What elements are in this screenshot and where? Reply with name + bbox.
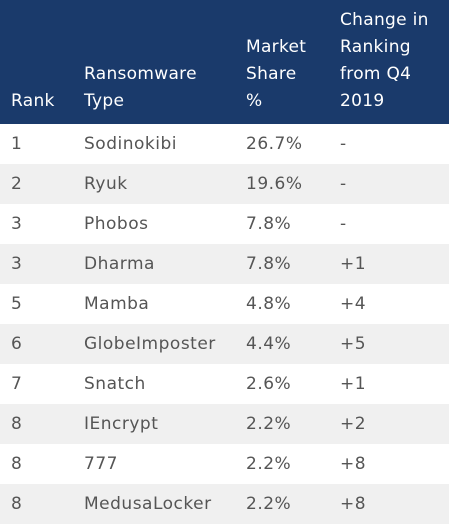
cell-market-share: 2.2% bbox=[246, 484, 340, 524]
table-row: 3 Phobos 7.8% - bbox=[0, 204, 449, 244]
cell-ransomware-type: IEncrypt bbox=[84, 404, 246, 444]
cell-ransomware-type: MedusaLocker bbox=[84, 484, 246, 524]
header-market-share: Market Share % bbox=[246, 0, 340, 124]
table-row: 8 777 2.2% +8 bbox=[0, 444, 449, 484]
cell-market-share: 4.4% bbox=[246, 324, 340, 364]
table-row: 6 GlobeImposter 4.4% +5 bbox=[0, 324, 449, 364]
header-change-in-ranking: Change in Ranking from Q4 2019 bbox=[340, 0, 449, 124]
cell-ranking-change: +8 bbox=[340, 484, 449, 524]
cell-rank: 8 bbox=[0, 404, 84, 444]
header-type-line: Type bbox=[84, 91, 125, 111]
cell-ranking-change: +2 bbox=[340, 404, 449, 444]
cell-ransomware-type: 777 bbox=[84, 444, 246, 484]
table-row: 2 Ryuk 19.6% - bbox=[0, 164, 449, 204]
cell-market-share: 4.8% bbox=[246, 284, 340, 324]
cell-rank: 1 bbox=[0, 124, 84, 164]
cell-market-share: 2.6% bbox=[246, 364, 340, 404]
header-change-line: 2019 bbox=[340, 91, 385, 111]
cell-market-share: 19.6% bbox=[246, 164, 340, 204]
cell-ransomware-type: GlobeImposter bbox=[84, 324, 246, 364]
header-rank-line: Rank bbox=[11, 91, 55, 111]
table-row: 1 Sodinokibi 26.7% - bbox=[0, 124, 449, 164]
cell-market-share: 26.7% bbox=[246, 124, 340, 164]
header-share-line: Share bbox=[246, 64, 297, 84]
cell-market-share: 7.8% bbox=[246, 244, 340, 284]
cell-ransomware-type: Sodinokibi bbox=[84, 124, 246, 164]
table-row: 7 Snatch 2.6% +1 bbox=[0, 364, 449, 404]
table-row: 3 Dharma 7.8% +1 bbox=[0, 244, 449, 284]
cell-ranking-change: - bbox=[340, 164, 449, 204]
cell-rank: 8 bbox=[0, 444, 84, 484]
cell-rank: 6 bbox=[0, 324, 84, 364]
cell-ransomware-type: Snatch bbox=[84, 364, 246, 404]
cell-market-share: 2.2% bbox=[246, 444, 340, 484]
cell-rank: 3 bbox=[0, 244, 84, 284]
cell-ransomware-type: Ryuk bbox=[84, 164, 246, 204]
cell-rank: 3 bbox=[0, 204, 84, 244]
cell-ranking-change: - bbox=[340, 204, 449, 244]
cell-ranking-change: +8 bbox=[340, 444, 449, 484]
header-change-line: Ranking bbox=[340, 37, 411, 57]
table-row: 8 IEncrypt 2.2% +2 bbox=[0, 404, 449, 444]
table-row: 8 MedusaLocker 2.2% +8 bbox=[0, 484, 449, 524]
cell-ransomware-type: Mamba bbox=[84, 284, 246, 324]
cell-ransomware-type: Phobos bbox=[84, 204, 246, 244]
cell-market-share: 2.2% bbox=[246, 404, 340, 444]
cell-rank: 2 bbox=[0, 164, 84, 204]
cell-rank: 8 bbox=[0, 484, 84, 524]
header-change-line: from Q4 bbox=[340, 64, 412, 84]
cell-rank: 7 bbox=[0, 364, 84, 404]
table-header-row: Rank Ransomware Type Market Share % Chan… bbox=[0, 0, 449, 124]
cell-rank: 5 bbox=[0, 284, 84, 324]
cell-market-share: 7.8% bbox=[246, 204, 340, 244]
cell-ranking-change: +4 bbox=[340, 284, 449, 324]
cell-ranking-change: +5 bbox=[340, 324, 449, 364]
header-rank: Rank bbox=[0, 0, 84, 124]
header-change-line: Change in bbox=[340, 10, 429, 30]
cell-ranking-change: - bbox=[340, 124, 449, 164]
table-row: 5 Mamba 4.8% +4 bbox=[0, 284, 449, 324]
cell-ranking-change: +1 bbox=[340, 244, 449, 284]
header-ransomware-type: Ransomware Type bbox=[84, 0, 246, 124]
header-share-line: Market bbox=[246, 37, 307, 57]
cell-ranking-change: +1 bbox=[340, 364, 449, 404]
header-share-line: % bbox=[246, 91, 263, 111]
header-type-line: Ransomware bbox=[84, 64, 197, 84]
cell-ransomware-type: Dharma bbox=[84, 244, 246, 284]
